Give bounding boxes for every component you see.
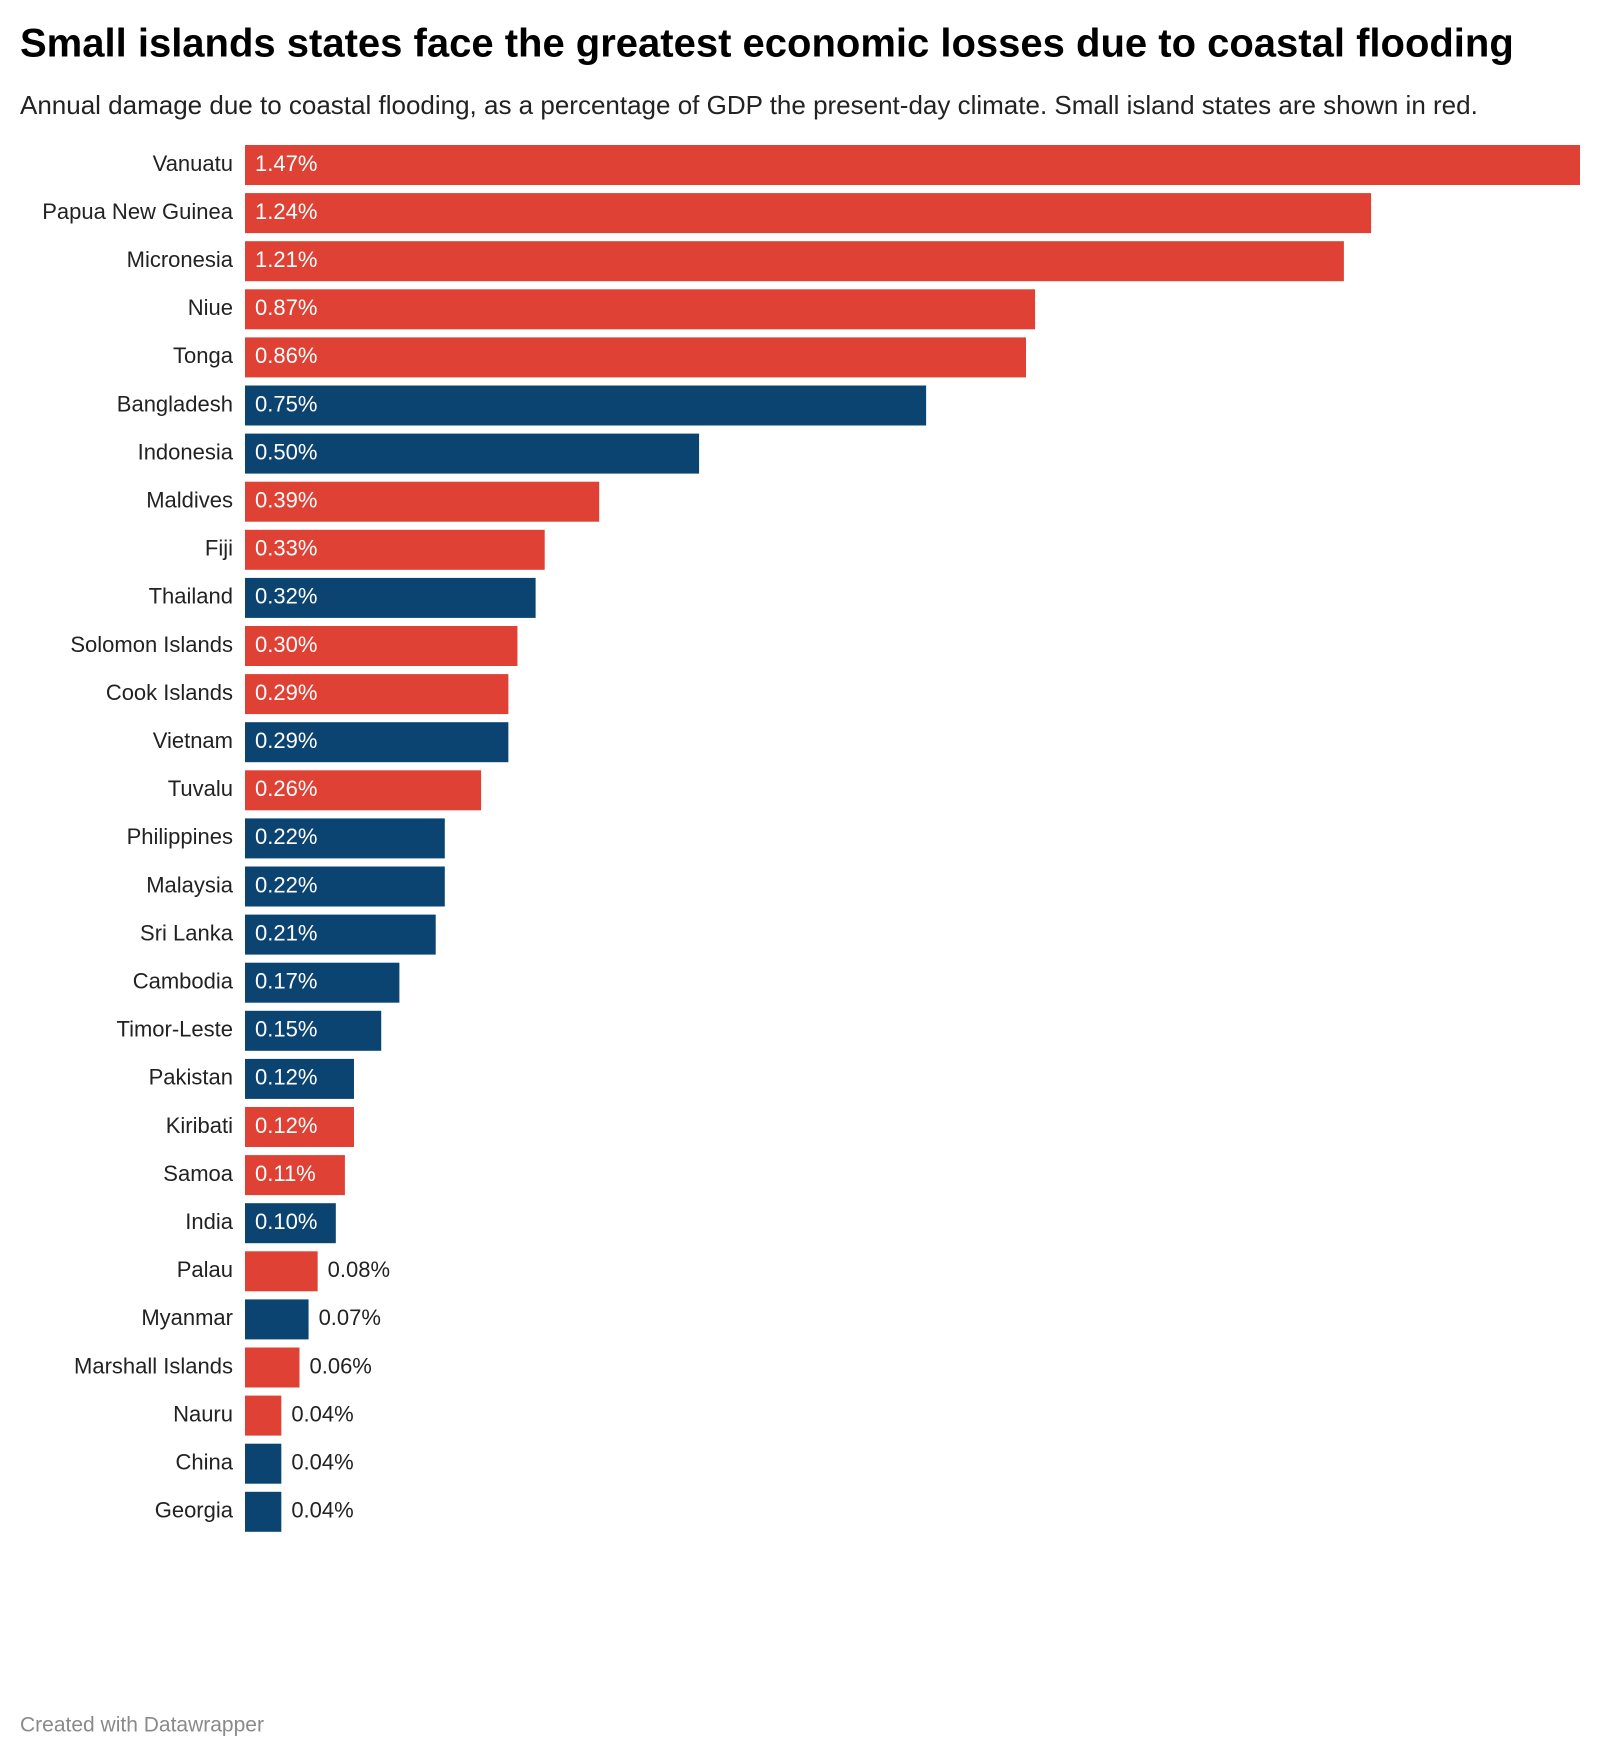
bar xyxy=(245,962,400,1003)
bar xyxy=(245,866,445,907)
bar xyxy=(245,1395,282,1436)
bar xyxy=(245,1203,336,1244)
category-label: Bangladesh xyxy=(117,391,233,416)
category-label: India xyxy=(185,1209,233,1234)
bar xyxy=(245,1010,382,1051)
category-label: China xyxy=(176,1450,234,1475)
value-label: 0.21% xyxy=(255,920,317,945)
value-label: 0.04% xyxy=(291,1498,353,1523)
value-label: 0.29% xyxy=(255,680,317,705)
bar xyxy=(245,577,536,618)
value-label: 0.07% xyxy=(319,1305,381,1330)
category-label: Cook Islands xyxy=(106,680,233,705)
value-label: 0.33% xyxy=(255,536,317,561)
category-label: Palau xyxy=(177,1257,233,1282)
category-label: Sri Lanka xyxy=(140,920,234,945)
bar xyxy=(245,1491,282,1532)
value-label: 0.26% xyxy=(255,776,317,801)
value-label: 0.06% xyxy=(309,1353,371,1378)
category-label: Thailand xyxy=(149,584,233,609)
bar xyxy=(245,241,1344,282)
category-label: Niue xyxy=(188,295,233,320)
value-label: 0.86% xyxy=(255,343,317,368)
category-label: Vanuatu xyxy=(153,151,233,176)
category-label: Myanmar xyxy=(141,1305,233,1330)
category-label: Marshall Islands xyxy=(74,1353,233,1378)
value-label: 0.39% xyxy=(255,488,317,513)
value-label: 0.22% xyxy=(255,824,317,849)
bar xyxy=(245,1299,309,1340)
bar xyxy=(245,818,445,859)
value-label: 0.11% xyxy=(255,1161,316,1186)
bar xyxy=(245,914,436,955)
value-label: 0.12% xyxy=(255,1113,317,1138)
value-label: 0.08% xyxy=(328,1257,390,1282)
bar xyxy=(245,1251,318,1292)
bar xyxy=(245,1347,300,1388)
value-label: 0.87% xyxy=(255,295,317,320)
category-label: Georgia xyxy=(155,1498,234,1523)
category-label: Timor-Leste xyxy=(116,1017,233,1042)
value-label: 0.50% xyxy=(255,439,317,464)
value-label: 1.47% xyxy=(255,151,317,176)
bar xyxy=(245,193,1372,234)
value-label: 0.12% xyxy=(255,1065,317,1090)
value-label: 0.75% xyxy=(255,391,317,416)
category-label: Indonesia xyxy=(138,439,234,464)
category-label: Tuvalu xyxy=(168,776,233,801)
category-label: Cambodia xyxy=(133,969,234,994)
category-label: Samoa xyxy=(163,1161,233,1186)
value-label: 0.30% xyxy=(255,632,317,657)
value-label: 0.04% xyxy=(291,1450,353,1475)
value-label: 0.22% xyxy=(255,872,317,897)
value-label: 0.04% xyxy=(291,1401,353,1426)
category-label: Kiribati xyxy=(166,1113,233,1138)
category-label: Solomon Islands xyxy=(70,632,233,657)
bar xyxy=(245,1107,354,1147)
value-label: 0.15% xyxy=(255,1017,317,1042)
bar xyxy=(245,337,1027,378)
bar xyxy=(245,1058,354,1099)
value-label: 0.32% xyxy=(255,584,317,609)
bar xyxy=(245,1443,282,1484)
bar xyxy=(245,770,482,811)
category-label: Pakistan xyxy=(149,1065,233,1090)
bar xyxy=(245,674,509,715)
category-label: Papua New Guinea xyxy=(42,199,234,224)
bar xyxy=(245,722,509,763)
category-label: Philippines xyxy=(127,824,233,849)
value-label: 1.21% xyxy=(255,247,317,272)
bar xyxy=(245,481,600,522)
category-label: Fiji xyxy=(205,536,233,561)
footer: Created with Datawrapper xyxy=(20,1714,264,1737)
bar xyxy=(245,1155,345,1196)
bar xyxy=(245,529,545,570)
category-label: Micronesia xyxy=(127,247,234,272)
value-label: 0.29% xyxy=(255,728,317,753)
category-label: Malaysia xyxy=(146,872,234,897)
value-label: 0.10% xyxy=(255,1209,317,1234)
category-label: Tonga xyxy=(173,343,234,368)
bar xyxy=(245,289,1036,330)
bar xyxy=(245,433,700,474)
bar xyxy=(245,145,1580,185)
bar xyxy=(245,385,927,426)
value-label: 0.17% xyxy=(255,969,317,994)
bar xyxy=(245,626,518,666)
chart-subtitle: Annual damage due to coastal flooding, a… xyxy=(20,90,1478,120)
category-label: Vietnam xyxy=(153,728,233,753)
category-label: Nauru xyxy=(173,1401,233,1426)
value-label: 1.24% xyxy=(255,199,317,224)
chart-title: Small islands states face the greatest e… xyxy=(20,22,1514,66)
category-label: Maldives xyxy=(146,488,233,513)
